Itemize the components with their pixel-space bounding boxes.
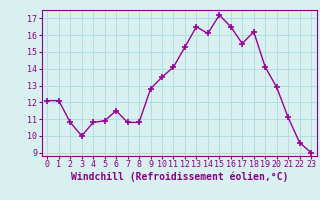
X-axis label: Windchill (Refroidissement éolien,°C): Windchill (Refroidissement éolien,°C)	[70, 172, 288, 182]
